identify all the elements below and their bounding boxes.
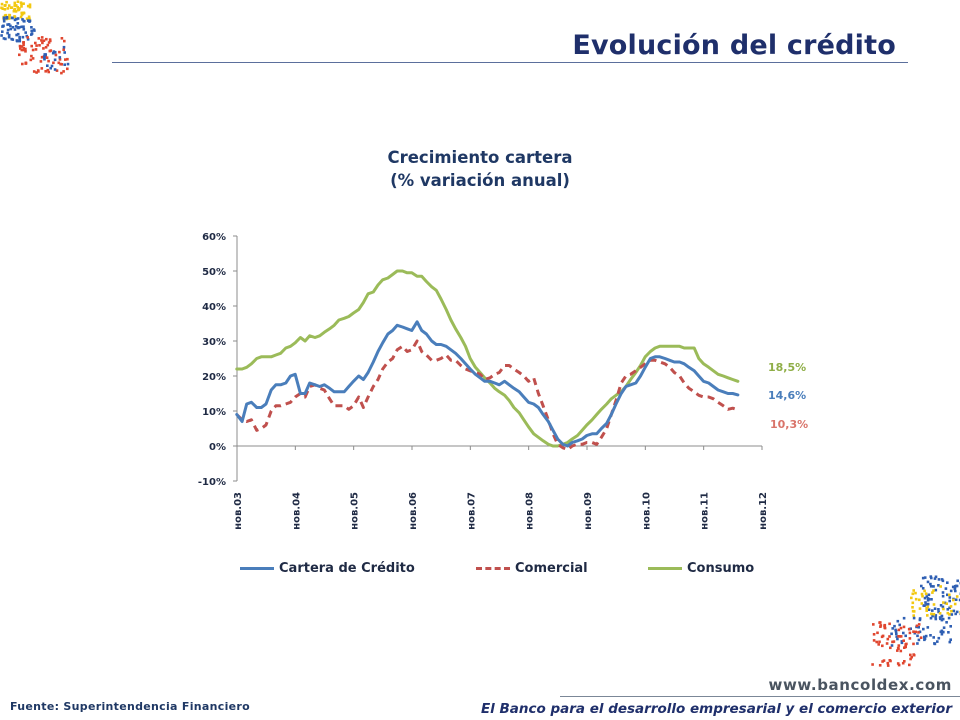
- x-tick-label: нов.08: [525, 492, 536, 530]
- y-tick-label: 60%: [202, 232, 226, 243]
- footer-tagline: El Banco para el desarrollo empresarial …: [480, 701, 952, 717]
- page-title: Evolución del crédito: [572, 30, 896, 61]
- x-tick-label: нов.04: [291, 492, 302, 530]
- chart-series: [235, 269, 740, 451]
- y-tick-label: 0%: [209, 442, 226, 453]
- legend-swatch-consumo: [648, 567, 682, 570]
- x-tick-label: нов.07: [466, 492, 477, 530]
- x-tick-label: нов.05: [350, 492, 361, 530]
- series-line-comercial: [235, 339, 739, 451]
- legend-swatch-comercial: [476, 567, 510, 570]
- legend-label-cartera: Cartera de Crédito: [279, 561, 415, 576]
- y-tick-label: -10%: [198, 477, 226, 488]
- end-label-comercial: 10,3%: [770, 418, 809, 431]
- chart-axes: -10% 0% 10% 20% 30% 40% 50% 60% нов.03 нов.04 нов.…: [198, 232, 769, 530]
- y-tick-label: 50%: [202, 267, 226, 278]
- end-label-consumo: 18,5%: [768, 361, 807, 374]
- footer-url: www.bancoldex.com: [768, 676, 952, 694]
- legend-label-comercial: Comercial: [515, 561, 588, 576]
- footer-divider: [560, 696, 960, 697]
- x-tick-label: нов.06: [408, 492, 419, 530]
- chart-legend: Cartera de Crédito Comercial Consumo: [240, 561, 770, 579]
- x-tick-label: нов.11: [700, 492, 711, 530]
- title-divider: [112, 62, 908, 63]
- legend-item-consumo: Consumo: [648, 561, 754, 576]
- y-tick-label: 20%: [202, 372, 226, 383]
- end-label-cartera: 14,6%: [768, 389, 807, 402]
- series-line-cartera: [235, 320, 740, 448]
- x-tick-label: нов.12: [758, 492, 769, 530]
- y-tick-label: 10%: [202, 407, 226, 418]
- y-tick-label: 30%: [202, 337, 226, 348]
- legend-item-cartera: Cartera de Crédito: [240, 561, 415, 576]
- chart-title: Crecimiento cartera: [387, 148, 573, 167]
- legend-swatch-cartera: [240, 567, 274, 570]
- chart-title-block: Crecimiento cartera (% variación anual): [300, 146, 660, 192]
- x-tick-label: нов.03: [233, 492, 244, 530]
- chart-subtitle: (% variación anual): [390, 171, 570, 190]
- y-tick-label: 40%: [202, 302, 226, 313]
- x-tick-label: нов.10: [641, 492, 652, 530]
- legend-label-consumo: Consumo: [687, 561, 755, 576]
- source-note: Fuente: Superintendencia Financiero: [10, 700, 251, 713]
- bancoldex-globe-mosaic: [871, 575, 960, 667]
- x-tick-label: нов.09: [583, 492, 594, 530]
- legend-item-comercial: Comercial: [476, 561, 588, 576]
- bancoldex-logo-mosaic: [0, 0, 70, 75]
